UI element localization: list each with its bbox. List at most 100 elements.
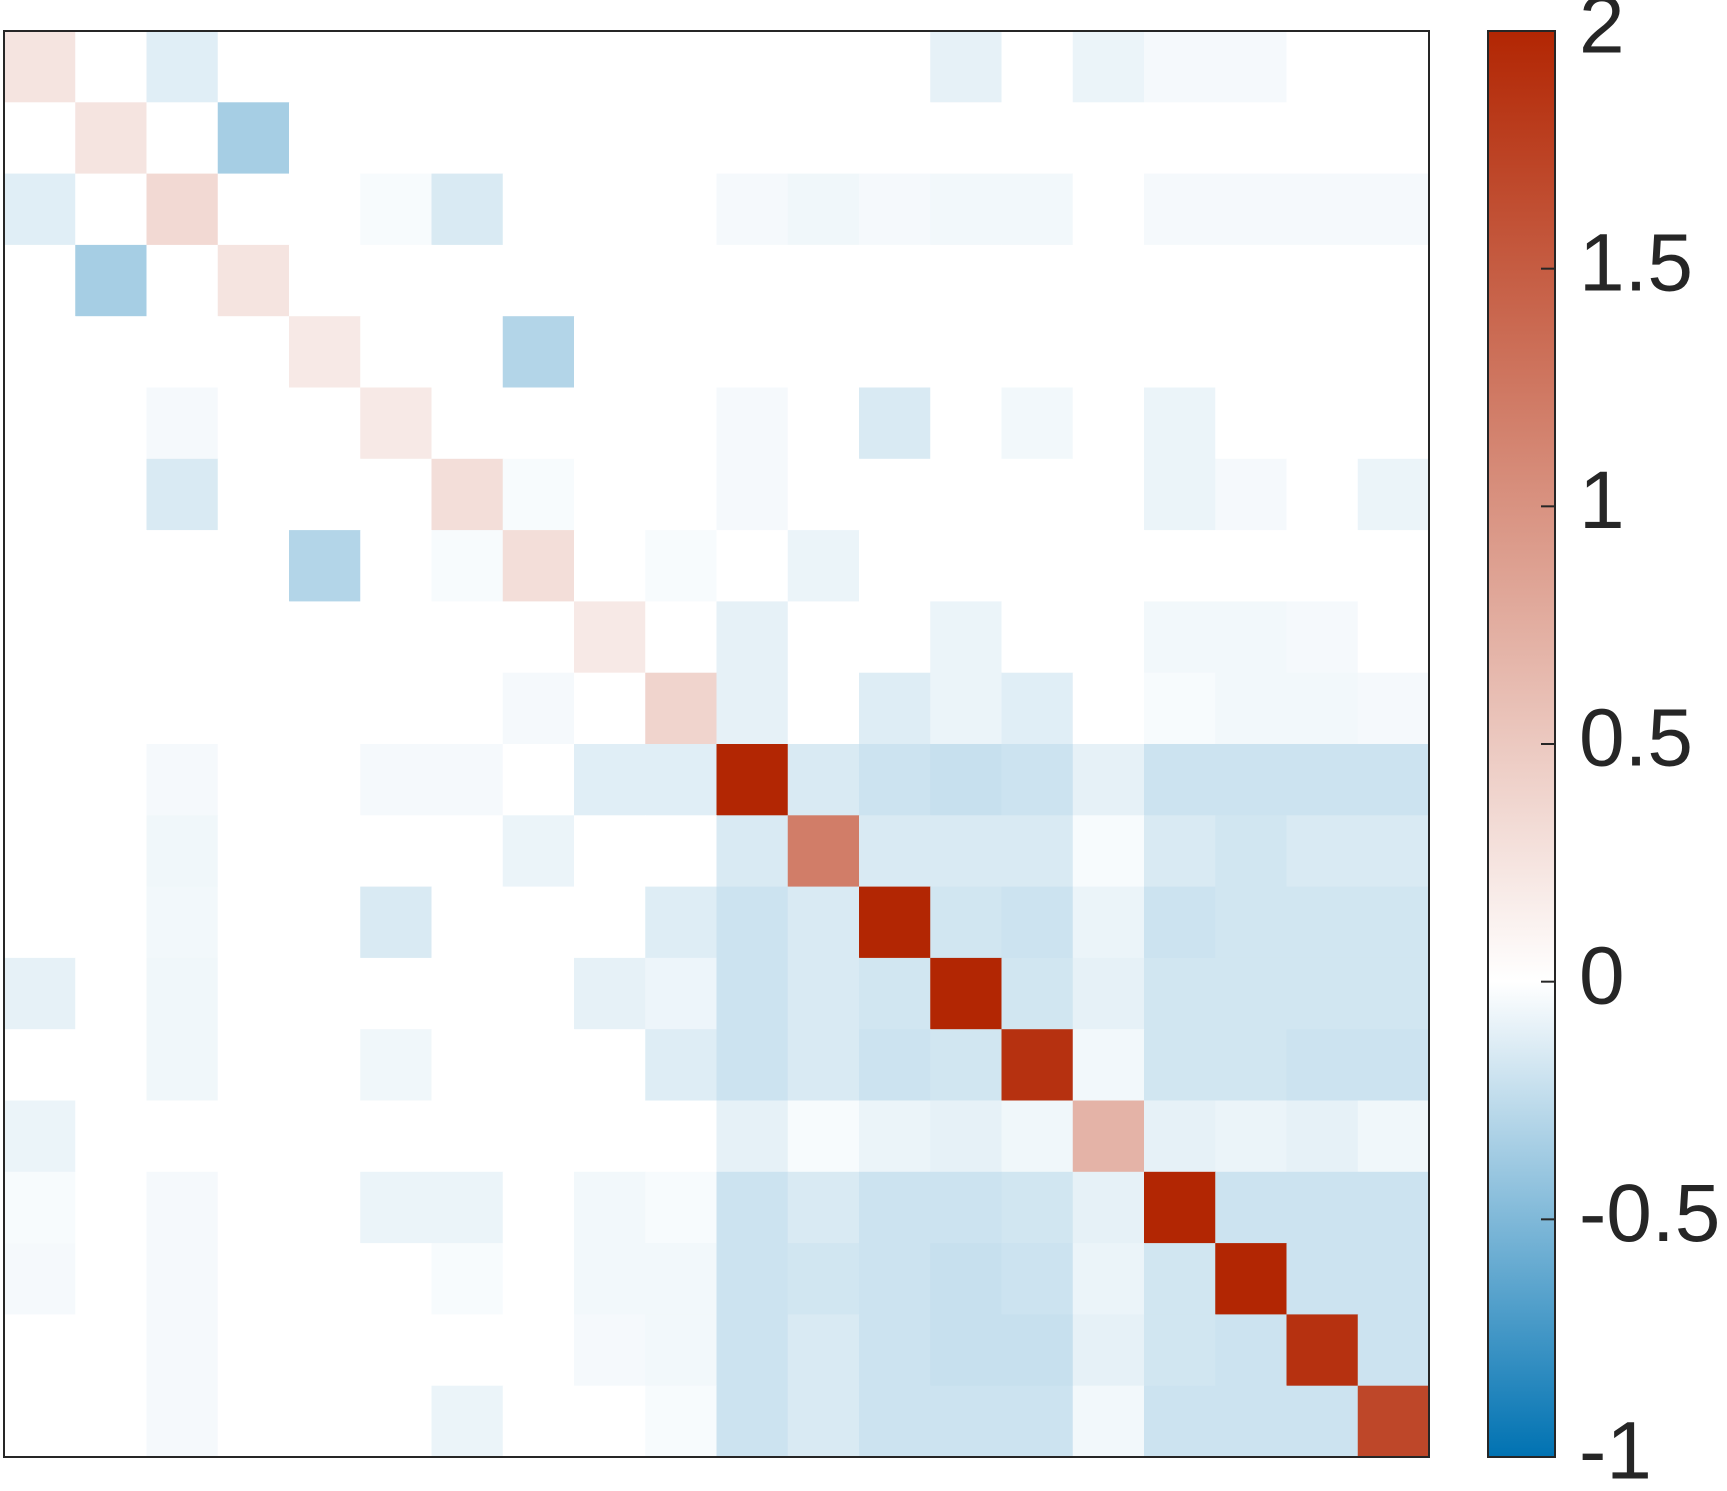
heatmap-cell xyxy=(574,102,646,175)
heatmap-cell xyxy=(4,1243,76,1315)
heatmap-cell xyxy=(574,1171,646,1244)
heatmap-cell xyxy=(859,672,931,745)
heatmap-cell xyxy=(716,244,789,317)
heatmap-cell xyxy=(217,744,290,816)
heatmap-cell xyxy=(217,1243,290,1315)
heatmap-cell xyxy=(1072,173,1145,246)
heatmap-cell xyxy=(75,815,148,888)
heatmap-cell xyxy=(1215,1314,1288,1387)
heatmap-cell xyxy=(1001,672,1074,745)
heatmap-cell xyxy=(289,1243,361,1315)
heatmap-cell xyxy=(1357,1171,1430,1244)
heatmap-cell xyxy=(146,530,219,602)
heatmap-cell xyxy=(75,102,148,175)
heatmap-cell xyxy=(1001,815,1074,888)
heatmap-cell xyxy=(1072,1385,1145,1458)
heatmap-cell xyxy=(787,1314,860,1387)
heatmap-cell xyxy=(930,1314,1003,1387)
heatmap-cell xyxy=(217,102,290,175)
heatmap-cell xyxy=(4,31,76,103)
heatmap-cell xyxy=(574,672,646,745)
heatmap-cell xyxy=(1215,102,1288,175)
heatmap-cell xyxy=(1215,1243,1288,1315)
heatmap-cell xyxy=(574,173,646,246)
heatmap-cell xyxy=(146,102,219,175)
heatmap-cell xyxy=(1072,957,1145,1030)
heatmap-cell xyxy=(645,672,718,745)
heatmap-cell xyxy=(217,31,290,103)
heatmap-cell xyxy=(4,244,76,317)
heatmap-cell xyxy=(645,1171,718,1244)
heatmap-cell xyxy=(930,244,1003,317)
heatmap-cell xyxy=(787,530,860,602)
heatmap-cell xyxy=(1144,1100,1216,1173)
heatmap-cell xyxy=(859,173,931,246)
heatmap-cell xyxy=(859,31,931,103)
heatmap-cell xyxy=(1001,530,1074,602)
heatmap-cell xyxy=(431,387,504,460)
heatmap-cell xyxy=(1286,744,1359,816)
heatmap-cell xyxy=(574,1100,646,1173)
heatmap-cell xyxy=(146,815,219,888)
heatmap-cell xyxy=(859,387,931,460)
heatmap-cell xyxy=(502,387,575,460)
heatmap-cell xyxy=(645,601,718,674)
heatmap-cell xyxy=(1072,886,1145,959)
heatmap-cell xyxy=(716,1243,789,1315)
heatmap-cell xyxy=(289,1385,361,1458)
heatmap-cell xyxy=(1357,886,1430,959)
heatmap-cell xyxy=(360,1385,433,1458)
heatmap-cell xyxy=(360,744,433,816)
heatmap-cell xyxy=(289,244,361,317)
heatmap-cell xyxy=(1144,1385,1216,1458)
heatmap-cell xyxy=(574,316,646,389)
heatmap-cell xyxy=(360,601,433,674)
heatmap-cell xyxy=(1001,387,1074,460)
heatmap-cell xyxy=(859,886,931,959)
heatmap-cell xyxy=(716,31,789,103)
heatmap-cell xyxy=(1072,815,1145,888)
heatmap-cell xyxy=(1144,815,1216,888)
heatmap-cell xyxy=(146,1171,219,1244)
heatmap-cell xyxy=(75,957,148,1030)
heatmap-cell xyxy=(1357,458,1430,531)
heatmap-cell xyxy=(787,1029,860,1102)
heatmap-cell xyxy=(1215,601,1288,674)
heatmap-cell xyxy=(645,31,718,103)
heatmap-cell xyxy=(75,1314,148,1387)
heatmap-cell xyxy=(930,102,1003,175)
heatmap-cell xyxy=(1001,1029,1074,1102)
heatmap-cell xyxy=(1286,672,1359,745)
heatmap-cell xyxy=(75,1171,148,1244)
heatmap-cell xyxy=(716,458,789,531)
heatmap-cell xyxy=(146,1243,219,1315)
heatmap-cell xyxy=(75,601,148,674)
heatmap-cell xyxy=(574,387,646,460)
heatmap-cell xyxy=(4,458,76,531)
heatmap-cell xyxy=(1286,530,1359,602)
heatmap-cell xyxy=(1001,316,1074,389)
heatmap-cell xyxy=(787,744,860,816)
heatmap-cell xyxy=(1072,1243,1145,1315)
heatmap-cell xyxy=(716,1385,789,1458)
heatmap-cell xyxy=(1144,530,1216,602)
heatmap-cell xyxy=(859,1243,931,1315)
heatmap-cell xyxy=(431,672,504,745)
heatmap-cell xyxy=(1215,244,1288,317)
heatmap-cell xyxy=(289,458,361,531)
heatmap-cell xyxy=(1357,815,1430,888)
heatmap-cell xyxy=(716,102,789,175)
heatmap-cell xyxy=(1215,530,1288,602)
heatmap-cell xyxy=(502,1100,575,1173)
heatmap-cell xyxy=(502,815,575,888)
heatmap-cell xyxy=(859,316,931,389)
heatmap-cell xyxy=(431,1100,504,1173)
heatmap-cell xyxy=(431,173,504,246)
colorbar-tick-label: 0.5 xyxy=(1579,693,1693,784)
heatmap-cell xyxy=(645,102,718,175)
heatmap-cell xyxy=(502,1171,575,1244)
heatmap-cell xyxy=(930,316,1003,389)
heatmap-cell xyxy=(1072,458,1145,531)
heatmap-cell xyxy=(75,1243,148,1315)
heatmap-cell xyxy=(787,1385,860,1458)
